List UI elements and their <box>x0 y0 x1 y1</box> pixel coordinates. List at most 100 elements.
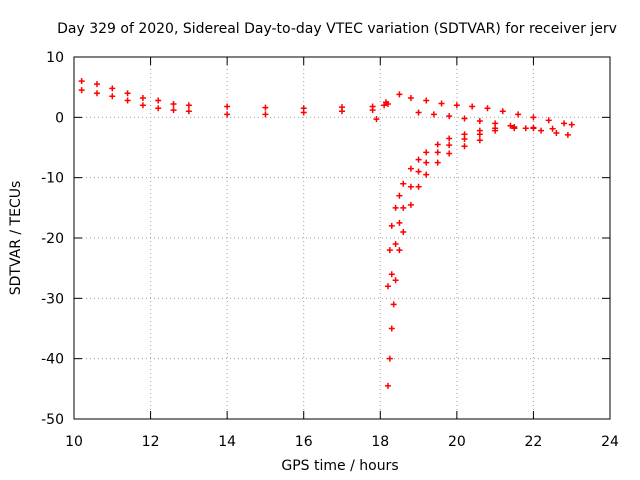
data-point-marker <box>415 183 422 190</box>
data-point-marker <box>530 124 537 131</box>
data-point-marker <box>492 127 499 134</box>
data-point-marker <box>511 125 518 132</box>
x-tick-label: 20 <box>448 434 466 450</box>
y-tick-label: -20 <box>41 231 64 247</box>
data-point-marker <box>538 127 545 134</box>
data-point-marker <box>561 120 568 127</box>
data-point-marker <box>396 91 403 98</box>
data-point-marker <box>530 114 537 121</box>
data-point-marker <box>423 171 430 178</box>
data-point-marker <box>423 159 430 166</box>
data-point-marker <box>396 219 403 226</box>
x-tick-label: 22 <box>525 434 543 450</box>
data-point-marker <box>400 180 407 187</box>
data-point-marker <box>224 103 231 110</box>
data-point-marker <box>139 102 146 109</box>
data-point-marker <box>93 81 100 88</box>
grid <box>74 57 610 419</box>
data-point-marker <box>170 107 177 114</box>
data-points <box>78 78 575 389</box>
data-point-marker <box>484 105 491 112</box>
data-point-marker <box>430 111 437 118</box>
data-point-marker <box>545 117 552 124</box>
data-point-marker <box>415 109 422 116</box>
data-point-marker <box>423 149 430 156</box>
data-point-marker <box>339 108 345 115</box>
x-tick-label: 14 <box>218 434 236 450</box>
data-point-marker <box>155 105 162 112</box>
data-point-marker <box>469 103 476 110</box>
chart-title: Day 329 of 2020, Sidereal Day-to-day VTE… <box>57 21 617 37</box>
data-point-marker <box>396 192 403 199</box>
y-tick-label: -30 <box>41 291 64 307</box>
data-point-marker <box>407 201 414 208</box>
data-point-marker <box>224 111 231 118</box>
data-point-marker <box>392 277 399 284</box>
data-point-marker <box>93 90 100 97</box>
data-point-marker <box>139 95 146 102</box>
data-point-marker <box>300 109 307 116</box>
data-point-marker <box>476 137 483 144</box>
data-point-marker <box>124 97 131 104</box>
data-point-marker <box>415 168 422 175</box>
data-point-marker <box>564 131 571 138</box>
data-point-marker <box>461 115 468 122</box>
data-point-marker <box>553 130 560 137</box>
y-tick-label: -40 <box>41 352 64 368</box>
data-point-marker <box>434 141 441 148</box>
data-point-marker <box>461 136 468 143</box>
y-tick-label: -50 <box>41 412 64 428</box>
data-point-marker <box>499 108 506 115</box>
y-tick-label: 0 <box>55 110 64 126</box>
data-point-marker <box>386 355 393 362</box>
data-point-marker <box>170 101 177 108</box>
x-tick-label: 16 <box>295 434 313 450</box>
data-point-marker <box>400 204 407 211</box>
data-point-marker <box>109 93 116 100</box>
data-point-marker <box>388 271 395 278</box>
y-axis-label: SDTVAR / TECUs <box>8 181 24 296</box>
data-point-marker <box>438 100 445 107</box>
data-point-marker <box>369 107 376 114</box>
x-tick-label: 24 <box>601 434 619 450</box>
data-point-marker <box>522 125 529 132</box>
data-point-marker <box>434 159 441 166</box>
data-point-marker <box>384 283 391 290</box>
data-point-marker <box>507 122 514 129</box>
data-point-marker <box>549 125 556 132</box>
data-point-marker <box>388 325 395 332</box>
data-point-marker <box>400 228 407 235</box>
data-point-marker <box>407 95 414 102</box>
data-point-marker <box>381 102 388 109</box>
data-point-marker <box>392 241 399 248</box>
data-point-marker <box>185 108 192 115</box>
data-point-marker <box>392 204 399 211</box>
data-point-marker <box>446 150 453 157</box>
data-point-marker <box>384 382 391 389</box>
data-point-marker <box>423 97 430 104</box>
tick-labels: 10 12 14 16 18 20 22 24 10 0 -10 -20 -30 -40 -50 <box>41 50 619 450</box>
data-point-marker <box>390 301 397 308</box>
data-point-marker <box>396 247 403 254</box>
x-tick-label: 12 <box>142 434 160 450</box>
data-point-marker <box>446 135 453 142</box>
data-point-marker <box>124 90 131 97</box>
data-point-marker <box>407 165 414 172</box>
data-point-marker <box>386 247 393 254</box>
plot-frame <box>73 56 611 420</box>
data-point-marker <box>446 113 453 120</box>
data-point-marker <box>262 111 269 118</box>
data-point-marker <box>262 104 269 111</box>
x-tick-label: 18 <box>371 434 389 450</box>
data-point-marker <box>109 85 116 92</box>
data-point-marker <box>373 116 380 123</box>
data-point-marker <box>568 121 575 128</box>
data-point-marker <box>461 143 468 150</box>
data-point-marker <box>453 102 460 109</box>
data-point-marker <box>185 102 192 109</box>
data-point-marker <box>434 149 441 156</box>
x-axis-label: GPS time / hours <box>281 458 398 474</box>
data-point-marker <box>415 156 422 163</box>
